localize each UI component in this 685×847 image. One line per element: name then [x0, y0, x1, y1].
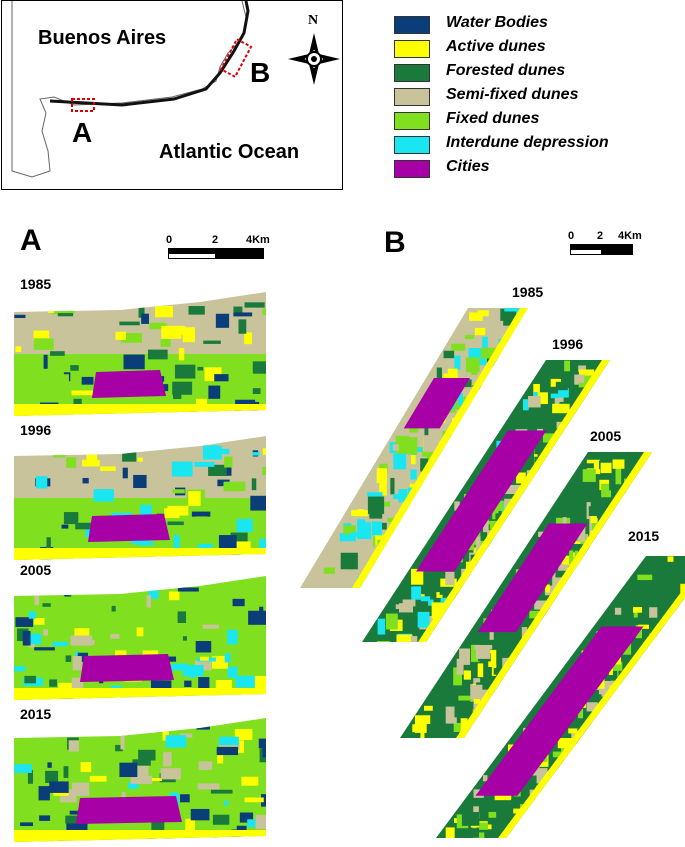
panel-a-map-2015: [14, 718, 266, 842]
legend-item-active-dunes: Active dunes: [394, 38, 674, 60]
panel-b-year-1985: 1985: [512, 284, 544, 300]
city-area: [92, 370, 166, 398]
legend-swatch: [394, 40, 430, 58]
legend-label: Semi-fixed dunes: [446, 86, 579, 103]
panel-a-year-2005: 2005: [20, 562, 52, 578]
legend-swatch: [394, 64, 430, 82]
label-atlantic-ocean: Atlantic Ocean: [159, 141, 300, 163]
legend-label: Fixed dunes: [446, 110, 540, 127]
scale-zero: 0: [166, 234, 173, 246]
city-area: [403, 378, 470, 429]
legend-item-fixed-dunes: Fixed dunes: [394, 110, 674, 132]
legend-swatch: [394, 16, 430, 34]
panel-a-label: A: [20, 224, 42, 257]
label-north: N: [308, 13, 319, 28]
legend-label: Cities: [446, 158, 490, 175]
scale-end: 4Km: [246, 234, 270, 246]
scale-end: 4Km: [618, 230, 642, 242]
city-area: [76, 796, 182, 824]
panel-a-year-1985: 1985: [20, 276, 52, 292]
study-area-b-box: [219, 37, 253, 79]
legend-swatch: [394, 88, 430, 106]
panel-a-map-2005: [14, 576, 266, 700]
city-area: [88, 514, 170, 542]
study-area-a-box: [71, 98, 95, 112]
panel-a-map-1985: [14, 292, 266, 416]
city-area: [80, 654, 174, 682]
legend-label: Water Bodies: [446, 14, 548, 31]
north-arrow-icon: [288, 33, 340, 85]
panel-b-year-2005: 2005: [590, 428, 622, 444]
city-area: [475, 626, 644, 796]
legend-item-cities: Cities: [394, 158, 674, 180]
location-inset-map: Buenos Aires Atlantic Ocean A B N: [1, 0, 343, 190]
scale-mid: 2: [212, 234, 219, 246]
legend-swatch: [394, 136, 430, 154]
legend-label: Interdune depression: [446, 134, 609, 151]
label-site-b: B: [250, 57, 271, 88]
panel-a-scale-bar: 0 2 4Km: [166, 234, 270, 264]
label-site-a: A: [72, 117, 93, 148]
panel-b-year-1996: 1996: [552, 336, 584, 352]
legend-item-interdune-depression: Interdune depression: [394, 134, 674, 156]
legend-swatch: [394, 112, 430, 130]
panel-b-scale-bar: 0 2 4Km: [568, 230, 642, 258]
legend-item-semi-fixed-dunes: Semi-fixed dunes: [394, 86, 674, 108]
coastline-drawing: [11, 0, 340, 178]
panel-b-year-2015: 2015: [628, 528, 660, 544]
city-area: [416, 430, 547, 572]
label-buenos-aires: Buenos Aires: [38, 27, 167, 49]
scale-mid: 2: [597, 230, 604, 242]
legend-label: Forested dunes: [446, 62, 566, 79]
legend-label: Active dunes: [446, 38, 546, 55]
panel-a-year-2015: 2015: [20, 706, 52, 722]
legend-swatch: [394, 160, 430, 178]
panel-a-map-1996: [14, 436, 266, 560]
panel-a-year-1996: 1996: [20, 422, 52, 438]
panel-b-label: B: [384, 226, 406, 259]
city-area: [477, 523, 588, 633]
legend-item-forested-dunes: Forested dunes: [394, 62, 674, 84]
scale-zero: 0: [568, 230, 575, 242]
legend-item-water-bodies: Water Bodies: [394, 14, 674, 36]
